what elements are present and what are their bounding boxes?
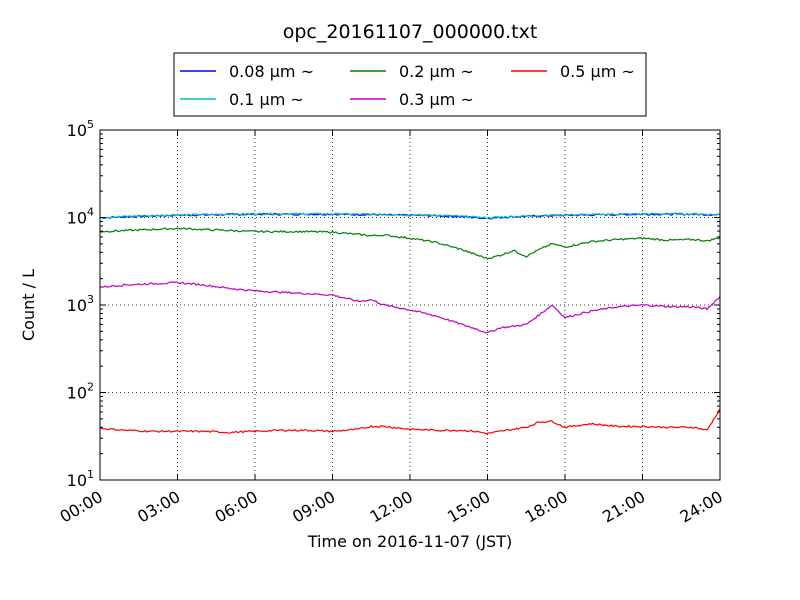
- x-tick-label: 24:00: [677, 487, 726, 527]
- legend-label: 0.08 μm ~: [229, 62, 314, 81]
- grid: [100, 130, 720, 480]
- legend-label: 0.1 μm ~: [229, 90, 304, 109]
- legend: 0.08 μm ~ 0.1 μm ~ 0.2 μm ~ 0.3 μm ~ 0.5 μm …: [173, 52, 647, 117]
- y-tick-label: 101: [67, 468, 94, 490]
- x-tick-label: 18:00: [522, 487, 571, 527]
- legend-frame: [173, 52, 647, 117]
- x-tick-labels: 00:00 03:00 06:00 09:00 12:00 15:00 18:00 21:00…: [57, 487, 726, 527]
- x-tick-label: 21:00: [599, 487, 648, 527]
- series-line: [99, 212, 721, 220]
- y-tick-labels: 101 102 103 104 105: [67, 118, 94, 490]
- ticks: [99, 129, 721, 481]
- x-tick-label: 06:00: [212, 487, 261, 527]
- y-tick-label: 104: [67, 206, 94, 228]
- legend-label: 0.3 μm ~: [399, 90, 474, 109]
- y-axis-label: Count / L: [19, 269, 38, 341]
- legend-label: 0.5 μm ~: [560, 62, 635, 81]
- x-axis-label: Time on 2016-11-07 (JST): [307, 532, 512, 551]
- y-tick-label: 102: [67, 381, 94, 403]
- x-tick-label: 03:00: [134, 487, 183, 527]
- y-tick-label: 105: [67, 118, 94, 140]
- x-tick-label: 09:00: [289, 487, 338, 527]
- series-group: [99, 212, 721, 435]
- x-tick-label: 12:00: [367, 487, 416, 527]
- y-tick-label: 103: [67, 293, 94, 315]
- chart-title: opc_20161107_000000.txt: [283, 21, 538, 43]
- series-line: [99, 227, 721, 260]
- series-line: [99, 281, 721, 334]
- x-tick-label: 00:00: [57, 487, 106, 527]
- series-line: [99, 408, 721, 435]
- x-tick-label: 15:00: [444, 487, 493, 527]
- legend-label: 0.2 μm ~: [399, 62, 474, 81]
